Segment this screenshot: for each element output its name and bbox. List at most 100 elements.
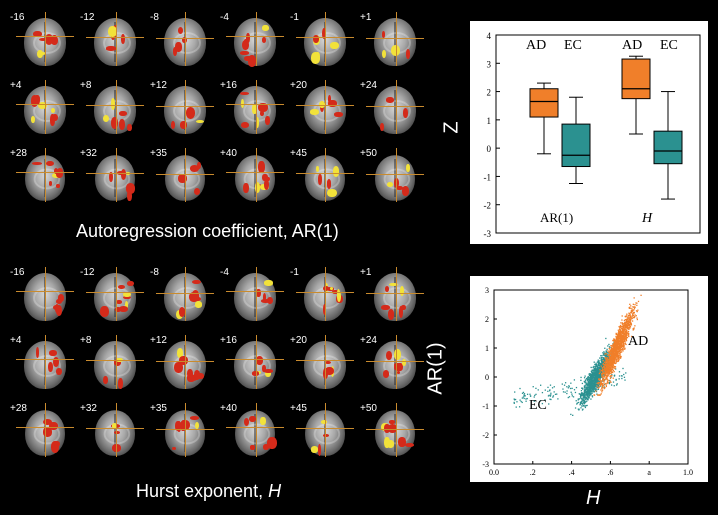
scatter-point: [594, 367, 596, 370]
scatter-point: [609, 364, 612, 366]
scatter-point: [520, 400, 522, 403]
crosshair-vertical: [256, 12, 257, 66]
slice-label: +35: [150, 403, 167, 414]
scatter-point: [594, 363, 596, 366]
scatter-point: [613, 362, 616, 364]
boxplot-ytick-label: 2: [487, 88, 492, 98]
scatter-point: [533, 396, 535, 398]
slice-label: -16: [10, 12, 25, 23]
scatter-point: [596, 377, 598, 379]
scatter-xtick-label: .2: [530, 468, 536, 477]
scatter-point: [577, 399, 579, 401]
scatter-point: [623, 343, 625, 345]
activation-blob: [383, 423, 390, 433]
scatter-point: [629, 320, 631, 322]
scatter-point: [611, 352, 613, 354]
scatter-point: [597, 363, 600, 365]
box-ad: [529, 88, 559, 118]
scatter-point: [590, 383, 593, 385]
scatter-point: [629, 326, 632, 328]
scatter-point: [584, 394, 586, 396]
scatter-point: [597, 387, 600, 389]
scatter-ytick-label: 3: [485, 286, 489, 295]
scatter-point: [547, 390, 549, 392]
scatter-point: [617, 353, 619, 356]
scatter-point: [612, 363, 614, 365]
slice-label: +20: [290, 335, 307, 346]
slice-label: +4: [10, 335, 22, 346]
scatter-point: [594, 388, 596, 390]
boxplot-series-label: AD: [622, 38, 642, 53]
scatter-point: [618, 346, 620, 348]
activation-blob: [55, 170, 64, 179]
scatter-point: [600, 369, 602, 372]
scatter-point: [607, 375, 609, 377]
activation-blob: [389, 282, 398, 286]
scatter-point: [597, 382, 600, 384]
scatter-point: [627, 324, 629, 326]
activation-blob: [116, 357, 123, 362]
activation-blob: [177, 173, 187, 183]
boxplot-ytick-label: 1: [487, 116, 492, 126]
scatter-point: [604, 354, 606, 357]
scatter-point: [613, 338, 615, 340]
scatter-point: [589, 373, 591, 376]
scatter-point: [595, 370, 598, 372]
scatter-point: [621, 348, 623, 351]
scatter-point: [584, 396, 586, 398]
scatter-point: [616, 341, 618, 343]
scatter-point: [630, 310, 632, 312]
scatter-point: [631, 308, 633, 310]
scatter-point: [544, 389, 546, 391]
scatter-point: [586, 382, 588, 384]
scatter-point: [618, 331, 620, 333]
scatter-point: [615, 356, 617, 358]
scatter-point: [624, 348, 626, 350]
activation-blob: [56, 298, 63, 305]
crosshair-horizontal: [366, 361, 424, 362]
crosshair-vertical: [116, 148, 117, 202]
scatter-point: [611, 369, 613, 371]
activation-blob: [173, 47, 178, 56]
scatter-point: [607, 350, 609, 352]
activation-blob: [48, 181, 53, 187]
boxplot-frame: [495, 34, 701, 234]
scatter-point: [617, 360, 619, 363]
scatter-point: [600, 355, 602, 357]
scatter-point: [616, 340, 618, 343]
activation-blob: [336, 291, 341, 303]
scatter-point: [519, 399, 521, 401]
slice-label: +12: [150, 335, 167, 346]
scatter-point: [596, 367, 598, 370]
scatter-point: [519, 387, 521, 390]
activation-blob: [56, 184, 60, 189]
activation-blob: [263, 178, 270, 190]
scatter-point: [602, 373, 604, 375]
ar_panel-slice: [296, 76, 354, 134]
scatter-point: [592, 379, 595, 382]
scatter-point: [618, 349, 620, 352]
activation-blob: [393, 363, 403, 371]
scatter-svg: 3 2 1 0 -1 -2 -30.0 .2 .4 .6 a 1.0 AD EC: [482, 286, 693, 477]
scatter-point: [619, 351, 622, 354]
scatter-point: [616, 339, 619, 341]
scatter-point: [628, 321, 630, 324]
activation-blob: [264, 280, 273, 286]
scatter-point: [620, 327, 623, 330]
scatter-point: [595, 371, 597, 373]
crosshair-vertical: [396, 403, 397, 457]
scatter-point: [616, 349, 618, 351]
activation-blob: [326, 179, 332, 189]
scatter-point: [628, 312, 630, 314]
activation-blob: [384, 285, 390, 292]
scatter-point: [541, 402, 544, 405]
scatter-point: [625, 320, 627, 323]
scatter-point: [596, 394, 599, 396]
scatter-point: [590, 376, 592, 378]
activation-blob: [258, 161, 265, 174]
scatter-point: [615, 379, 617, 381]
scatter-point: [607, 382, 609, 384]
activation-blob: [57, 294, 65, 302]
activation-blob: [254, 181, 261, 194]
scatter-point: [590, 389, 592, 392]
